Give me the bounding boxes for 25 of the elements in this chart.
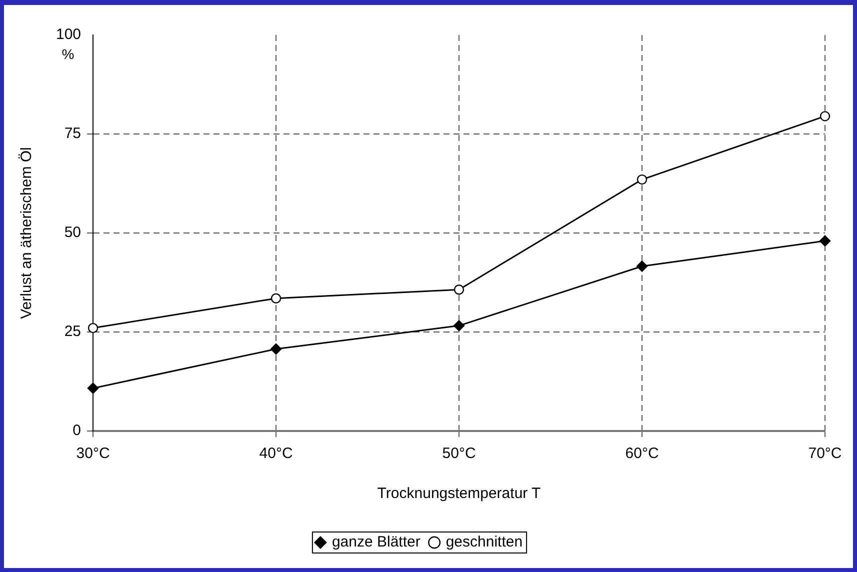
text: %	[62, 46, 74, 62]
x-tick-label: 70°C	[808, 445, 842, 462]
x-axis-title: Trocknungstemperatur T	[377, 485, 541, 502]
y-tick-label: 75	[64, 125, 82, 142]
point	[88, 322, 98, 334]
point	[636, 174, 648, 185]
y-tick-label: 50	[64, 224, 82, 242]
legend-label: ganze Blätter	[332, 534, 420, 551]
point	[270, 293, 282, 304]
y-tick-label: 0	[72, 422, 82, 440]
point	[454, 284, 464, 295]
y-tick-label: 25	[64, 323, 82, 340]
x-tick-label: 60°C	[625, 445, 659, 462]
legend-label: geschnitten	[446, 534, 523, 551]
point	[270, 343, 282, 355]
point	[87, 382, 99, 394]
point	[820, 111, 830, 122]
point	[636, 260, 648, 272]
point	[453, 320, 465, 332]
point	[819, 235, 831, 247]
x-tick-label: 50°C	[442, 445, 476, 462]
y-axis-title: Verlust an ätherischem Öl	[18, 147, 36, 319]
y-tick-label: 100	[56, 26, 82, 44]
x-tick-label: 30°C	[76, 445, 110, 462]
x-tick-label: 40°C	[259, 445, 293, 462]
